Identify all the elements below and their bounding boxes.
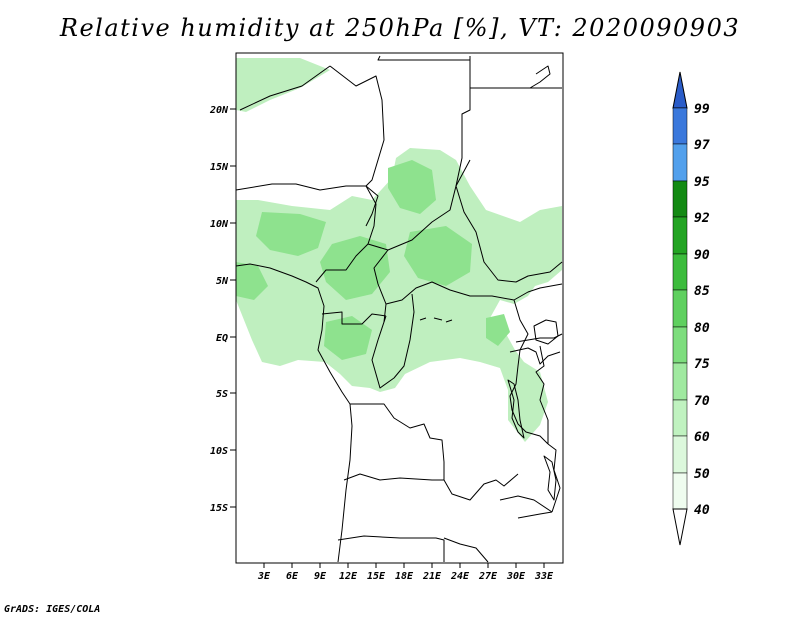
- lake-malawi: [543, 455, 557, 501]
- colorbar-top-arrow: [672, 71, 688, 109]
- humidity-area-core: [320, 236, 390, 300]
- humidity-area-core: [486, 314, 510, 346]
- lon-tick-label: 21E: [422, 571, 442, 582]
- lat-tick-label: 15N: [210, 162, 229, 173]
- colorbar-label: 60: [694, 430, 710, 445]
- border: [235, 183, 379, 227]
- colorbar-segment: [672, 472, 688, 510]
- colorbar-label: 90: [694, 248, 710, 263]
- colorbar: 99 97 95 92 90 85 80 75 70 60 50 40: [672, 71, 710, 546]
- grads-credit: GrADS: IGES/COLA: [4, 604, 101, 615]
- colorbar-label: 70: [694, 394, 710, 409]
- lon-tick-label: 30E: [506, 571, 526, 582]
- border: [377, 55, 470, 61]
- border: [315, 243, 369, 283]
- border: [321, 311, 387, 325]
- humidity-area-core: [236, 262, 268, 300]
- lat-tick-label: 5S: [216, 389, 228, 400]
- colorbar-segment: [672, 362, 688, 401]
- humidity-area-north: [236, 58, 330, 112]
- border: [517, 511, 553, 519]
- border: [455, 56, 471, 187]
- colorbar-segment: [672, 107, 688, 145]
- lake-victoria: [533, 319, 559, 345]
- lat-tick-label: 5N: [216, 276, 229, 287]
- colorbar-label: 75: [694, 357, 710, 372]
- border: [365, 159, 471, 251]
- lon-tick-label: 27E: [478, 571, 498, 582]
- border: [547, 443, 561, 513]
- border: [419, 317, 453, 323]
- colorbar-label: 40: [694, 503, 710, 518]
- border: [499, 495, 553, 513]
- lon-tick-label: 12E: [339, 571, 358, 582]
- border: [239, 65, 331, 111]
- colorbar-label: 85: [694, 284, 710, 299]
- border: [373, 249, 389, 323]
- colorbar-label: 50: [694, 467, 710, 482]
- humidity-area-core: [256, 212, 326, 256]
- colorbar-segment: [672, 253, 688, 291]
- chart-title: Relative humidity at 250hPa [%], VT: 202…: [59, 14, 741, 42]
- colorbar-label: 99: [694, 102, 710, 117]
- lon-tick-label: 33E: [534, 571, 554, 582]
- country-boundaries: [235, 55, 563, 563]
- border: [337, 535, 445, 562]
- lon-tick-label: 9E: [314, 571, 327, 582]
- colorbar-segment: [672, 435, 688, 474]
- lat-tick-label: 20N: [209, 105, 229, 116]
- map-frame: [235, 52, 564, 564]
- humidity-area-core: [324, 316, 372, 360]
- colorbar-segment: [672, 216, 688, 255]
- lat-tick-label: EQ: [216, 333, 228, 344]
- border: [529, 65, 551, 89]
- border: [350, 403, 445, 463]
- lon-tick-label: 18E: [395, 571, 414, 582]
- colorbar-label: 97: [694, 138, 710, 153]
- lon-tick-label: 24E: [450, 571, 470, 582]
- lon-tick-label: 3E: [257, 571, 271, 582]
- humidity-area-core: [388, 160, 436, 214]
- colorbar-segment: [672, 326, 688, 364]
- humidity-shading: [236, 58, 562, 442]
- lat-tick-label: 15S: [210, 503, 228, 514]
- colorbar-bottom-arrow: [672, 508, 688, 546]
- colorbar-segment: [672, 399, 688, 437]
- colorbar-label: 95: [694, 175, 710, 190]
- border: [509, 347, 561, 365]
- border: [443, 537, 489, 563]
- border: [535, 345, 549, 444]
- lon-tick-label: 6E: [286, 571, 299, 582]
- longitude-axis: 3E 6E 9E 12E 15E 18E 21E 24E 27E 30E 33E: [257, 563, 554, 582]
- border: [455, 185, 563, 283]
- colorbar-label: 80: [694, 321, 710, 336]
- humidity-area-core: [404, 226, 472, 286]
- border: [371, 293, 415, 389]
- colorbar-segment: [672, 289, 688, 328]
- colorbar-segment: [672, 143, 688, 182]
- lat-tick-label: 10N: [210, 219, 229, 230]
- colorbar-segment: [672, 180, 688, 218]
- border: [443, 462, 519, 501]
- coastline-west-africa: [235, 263, 353, 563]
- lat-tick-label: 10S: [210, 446, 228, 457]
- border: [513, 299, 529, 367]
- lake-tanganyika: [507, 379, 525, 439]
- colorbar-label: 92: [694, 211, 710, 226]
- border: [329, 65, 385, 187]
- latitude-axis: 20N 15N 10N 5N EQ 5S 10S 15S: [209, 105, 236, 514]
- lon-tick-label: 15E: [367, 571, 386, 582]
- border: [343, 473, 444, 481]
- border: [385, 281, 563, 305]
